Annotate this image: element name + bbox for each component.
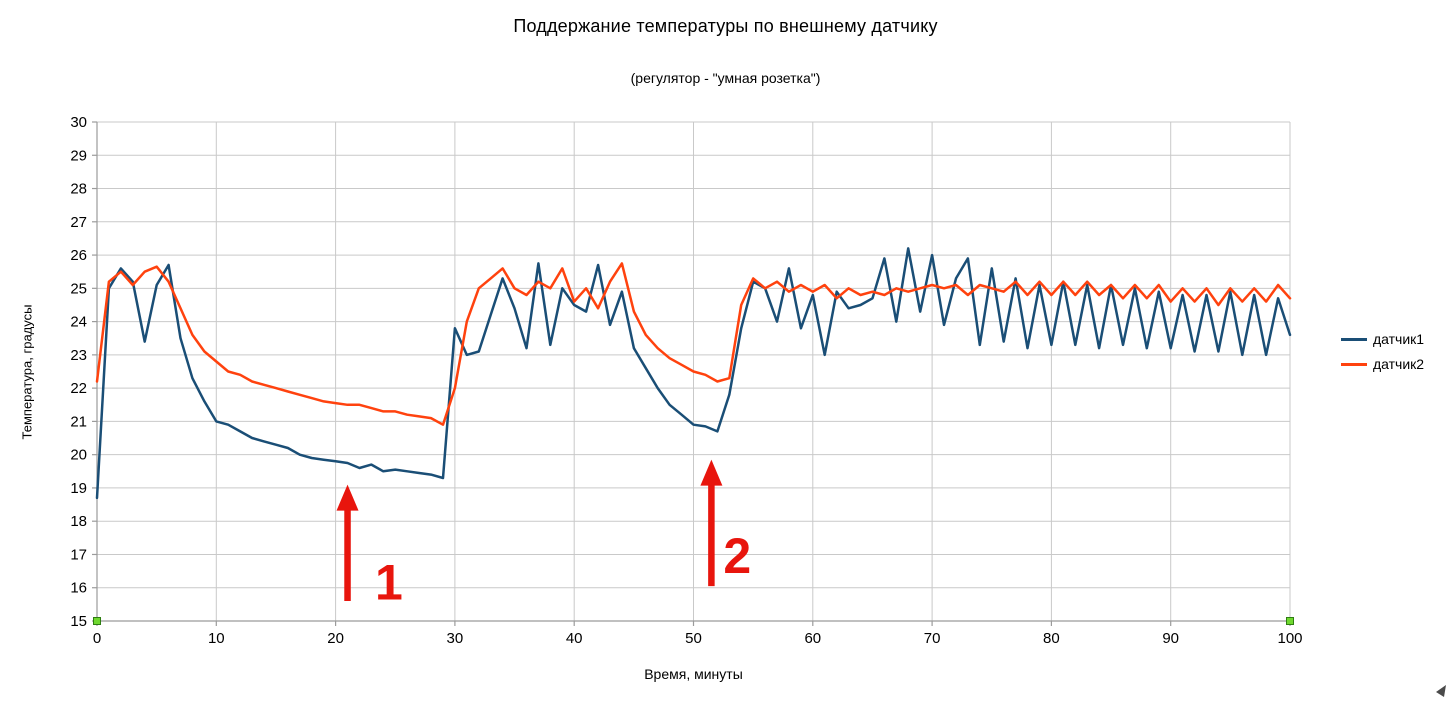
y-tick-label-15: 15: [70, 613, 87, 630]
selection-handle-2[interactable]: [1286, 617, 1294, 625]
y-tick-label-29: 29: [70, 147, 87, 164]
x-tick-label-30: 30: [447, 630, 464, 647]
x-tick-label-90: 90: [1162, 630, 1179, 647]
y-tick-label-21: 21: [70, 413, 87, 430]
x-tick-label-60: 60: [804, 630, 821, 647]
chart-title: Поддержание температуры по внешнему датч…: [513, 16, 938, 36]
x-tick-label-50: 50: [685, 630, 702, 647]
legend: датчик1 датчик2: [1341, 331, 1424, 372]
legend-item-1[interactable]: датчик1: [1341, 331, 1424, 347]
annotation-arrow-1[interactable]: 1: [336, 484, 403, 611]
x-tick-label-20: 20: [327, 630, 344, 647]
y-tick-label-18: 18: [70, 513, 87, 530]
y-tick-label-16: 16: [70, 580, 87, 597]
y-tick-label-30: 30: [70, 114, 87, 131]
legend-label-2: датчик2: [1373, 356, 1425, 372]
y-tick-label-25: 25: [70, 280, 87, 297]
y-tick-label-17: 17: [70, 546, 87, 563]
arrow-head: [700, 459, 723, 486]
cursor-artifact: [1436, 685, 1446, 697]
y-axis-title: Температура, градусы: [19, 304, 35, 440]
x-tick-label-70: 70: [924, 630, 941, 647]
y-tick-label-28: 28: [70, 181, 87, 198]
y-tick-label-24: 24: [70, 314, 87, 331]
y-tick-label-19: 19: [70, 480, 87, 497]
y-tick-label-23: 23: [70, 347, 87, 364]
annotation-label-2: 2: [723, 528, 751, 584]
chart-subtitle: (регулятор - "умная розетка"): [630, 70, 821, 86]
x-tick-label-10: 10: [208, 630, 225, 647]
arrow-head: [336, 484, 359, 511]
legend-label-1: датчик1: [1373, 331, 1425, 347]
series-line-2[interactable]: [95, 262, 1292, 426]
y-tick-label-27: 27: [70, 214, 87, 231]
legend-line-1: [1341, 337, 1367, 341]
x-tick-label-80: 80: [1043, 630, 1060, 647]
legend-line-2: [1341, 362, 1367, 366]
y-tick-label-22: 22: [70, 380, 87, 397]
annotation-arrow-2[interactable]: 2: [700, 459, 751, 587]
y-tick-label-20: 20: [70, 447, 87, 464]
selection-handle-1[interactable]: [93, 617, 101, 625]
x-tick-label-100: 100: [1277, 630, 1302, 647]
y-tick-label-26: 26: [70, 247, 87, 264]
x-tick-label-40: 40: [566, 630, 583, 647]
x-tick-label-0: 0: [93, 630, 101, 647]
legend-item-2[interactable]: датчик2: [1341, 356, 1424, 372]
x-axis-title: Время, минуты: [644, 666, 743, 682]
series-line-1[interactable]: [95, 247, 1292, 500]
annotation-label-1: 1: [375, 554, 403, 610]
